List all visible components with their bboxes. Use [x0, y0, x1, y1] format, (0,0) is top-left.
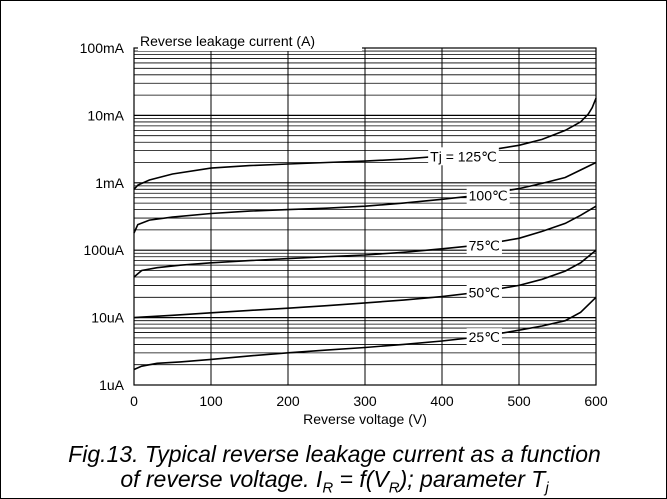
x-tick-label: 100 [199, 393, 223, 409]
x-tick-label: 0 [130, 393, 138, 409]
series-label-bg [428, 147, 499, 166]
y-axis-label-mask [138, 36, 362, 51]
caption-text-c: ); parameter T [399, 466, 546, 492]
caption-line-2: of reverse voltage. IR = f(VR); paramete… [1, 466, 667, 496]
y-axis-label: Reverse leakage current (A) [140, 33, 315, 49]
series-label: 25℃ [469, 329, 500, 345]
caption-sub-r1: R [322, 479, 334, 497]
x-axis-label: Reverse voltage (V) [303, 411, 427, 427]
caption-text-a: of reverse voltage. I [120, 466, 323, 492]
series-labels: Tj = 125℃ 100℃ 75℃ 50℃ 25℃ [428, 147, 510, 347]
series-line [133, 296, 597, 371]
series-label: 50℃ [469, 284, 500, 300]
series-line [133, 97, 597, 190]
series-line [133, 205, 597, 278]
series-label-bg [466, 186, 510, 205]
x-tick-label: 600 [584, 393, 608, 409]
series-lines [133, 97, 597, 371]
y-tick-label: 100mA [80, 40, 125, 56]
y-tick-label: 10uA [91, 310, 124, 326]
y-tick-label: 10mA [87, 107, 124, 123]
y-tick-label: 1uA [99, 377, 125, 393]
series-label-bg [466, 328, 502, 347]
series-label: 75℃ [469, 237, 500, 253]
series-label: 100℃ [469, 187, 508, 203]
y-tick-label: 1mA [95, 175, 124, 191]
series-line [133, 249, 597, 319]
series-label-bg [466, 283, 502, 302]
series-line [133, 161, 597, 234]
x-tick-label: 400 [430, 393, 454, 409]
caption-sub-j: j [545, 479, 549, 497]
x-tick-labels: 0 100 200 300 400 500 600 [130, 393, 608, 409]
y-tick-label: 100uA [84, 242, 125, 258]
caption-text-b: = f(V [333, 466, 389, 492]
caption-sub-r2: R [388, 479, 400, 497]
caption-line-1: Fig.13. Typical reverse leakage current … [68, 441, 601, 467]
plot-frame [133, 47, 597, 386]
grid [134, 48, 596, 385]
y-tick-labels: 1uA 10uA 100uA 1mA 10mA 100mA [80, 40, 125, 393]
leakage-current-chart: 1uA 10uA 100uA 1mA 10mA 100mA 0 100 200 300 400 50… [80, 33, 608, 427]
x-tick-label: 500 [507, 393, 531, 409]
x-tick-label: 300 [353, 393, 377, 409]
series-label-bg [466, 236, 502, 255]
x-tick-label: 200 [276, 393, 300, 409]
series-label: Tj = 125℃ [430, 148, 497, 164]
